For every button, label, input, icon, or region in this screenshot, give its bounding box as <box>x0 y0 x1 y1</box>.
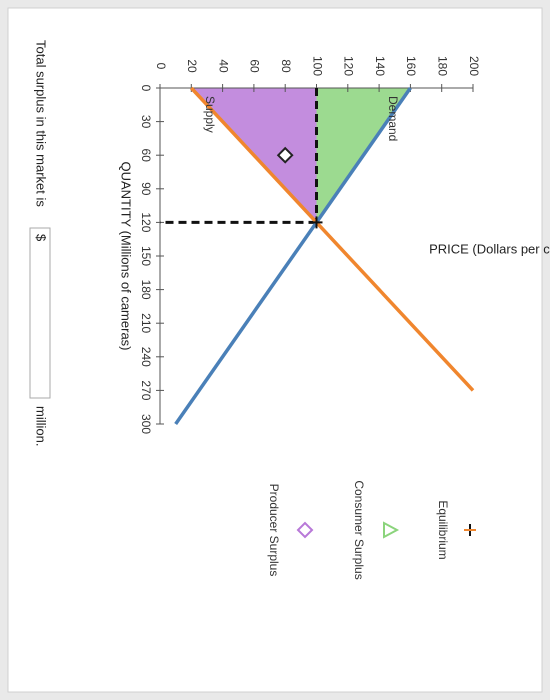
legend-label: Consumer Surplus <box>352 480 366 579</box>
y-tick-label: 200 <box>467 56 481 76</box>
legend-icon <box>296 521 314 539</box>
x-tick-label: 0 <box>139 85 153 92</box>
curve-label: Demand <box>386 96 400 141</box>
x-tick-label: 120 <box>139 212 153 232</box>
curve-label: Supply <box>203 96 217 133</box>
rotated-content: PRICE (Dollars per camera) QUANTITY (Mil… <box>29 40 550 580</box>
x-tick-label: 60 <box>139 149 153 163</box>
y-tick-label: 80 <box>279 59 293 73</box>
equilibrium-point <box>310 216 323 229</box>
question-suffix: million. <box>34 406 49 446</box>
currency-sign: $ <box>34 234 49 242</box>
y-tick-label: 20 <box>185 59 199 73</box>
x-tick-label: 270 <box>139 380 153 400</box>
question-prefix: Total surplus in this market is <box>34 40 49 207</box>
curve <box>190 86 475 392</box>
y-tick-label: 140 <box>373 56 387 76</box>
x-tick-label: 90 <box>139 182 153 196</box>
x-tick-label: 150 <box>139 246 153 266</box>
y-tick-label: 160 <box>404 56 418 76</box>
y-axis-title: PRICE (Dollars per camera) <box>429 241 550 256</box>
legend-label: Equilibrium <box>436 500 450 559</box>
y-tick-label: 60 <box>248 59 262 73</box>
area-marker <box>276 146 294 164</box>
answer-input[interactable] <box>29 227 51 399</box>
y-tick-label: 120 <box>342 56 356 76</box>
x-tick-label: 210 <box>139 313 153 333</box>
y-tick-label: 0 <box>154 63 168 70</box>
y-tick-label: 180 <box>436 56 450 76</box>
x-tick-label: 240 <box>139 347 153 367</box>
legend-label: Producer Surplus <box>267 484 281 577</box>
x-tick-label: 30 <box>139 115 153 129</box>
x-tick-label: 300 <box>139 414 153 434</box>
x-tick-label: 180 <box>139 280 153 300</box>
y-tick-label: 100 <box>310 56 324 76</box>
curve <box>174 86 412 426</box>
x-axis-title: QUANTITY (Millions of cameras) <box>119 161 134 350</box>
y-tick-label: 40 <box>216 59 230 73</box>
legend-icon <box>383 521 400 539</box>
